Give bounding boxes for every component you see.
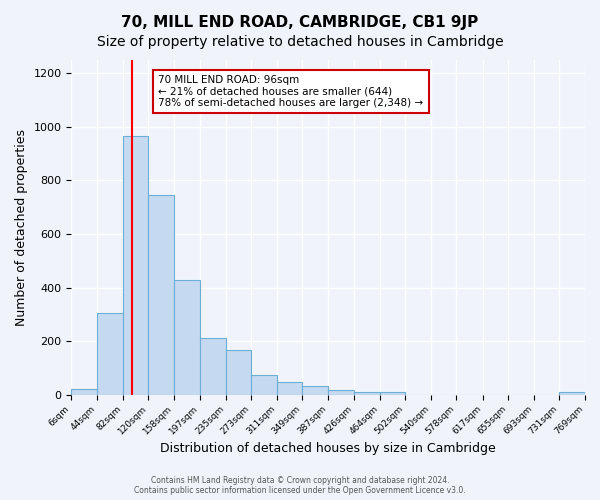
Bar [380,392,405,394]
Bar [97,313,122,394]
Bar [226,350,251,395]
Bar [148,195,174,394]
X-axis label: Distribution of detached houses by size in Cambridge: Distribution of detached houses by size … [160,442,496,455]
Bar [277,382,302,394]
Text: Contains HM Land Registry data © Crown copyright and database right 2024.
Contai: Contains HM Land Registry data © Crown c… [134,476,466,495]
Bar [251,376,277,394]
Bar [328,390,354,394]
Bar [354,392,380,394]
Bar [71,390,97,394]
Bar [302,386,328,394]
Y-axis label: Number of detached properties: Number of detached properties [15,129,28,326]
Text: 70, MILL END ROAD, CAMBRIDGE, CB1 9JP: 70, MILL END ROAD, CAMBRIDGE, CB1 9JP [121,15,479,30]
Text: 70 MILL END ROAD: 96sqm
← 21% of detached houses are smaller (644)
78% of semi-d: 70 MILL END ROAD: 96sqm ← 21% of detache… [158,74,424,108]
Bar [122,136,148,394]
Bar [559,392,585,394]
Text: Size of property relative to detached houses in Cambridge: Size of property relative to detached ho… [97,35,503,49]
Bar [174,280,200,394]
Bar [200,338,226,394]
